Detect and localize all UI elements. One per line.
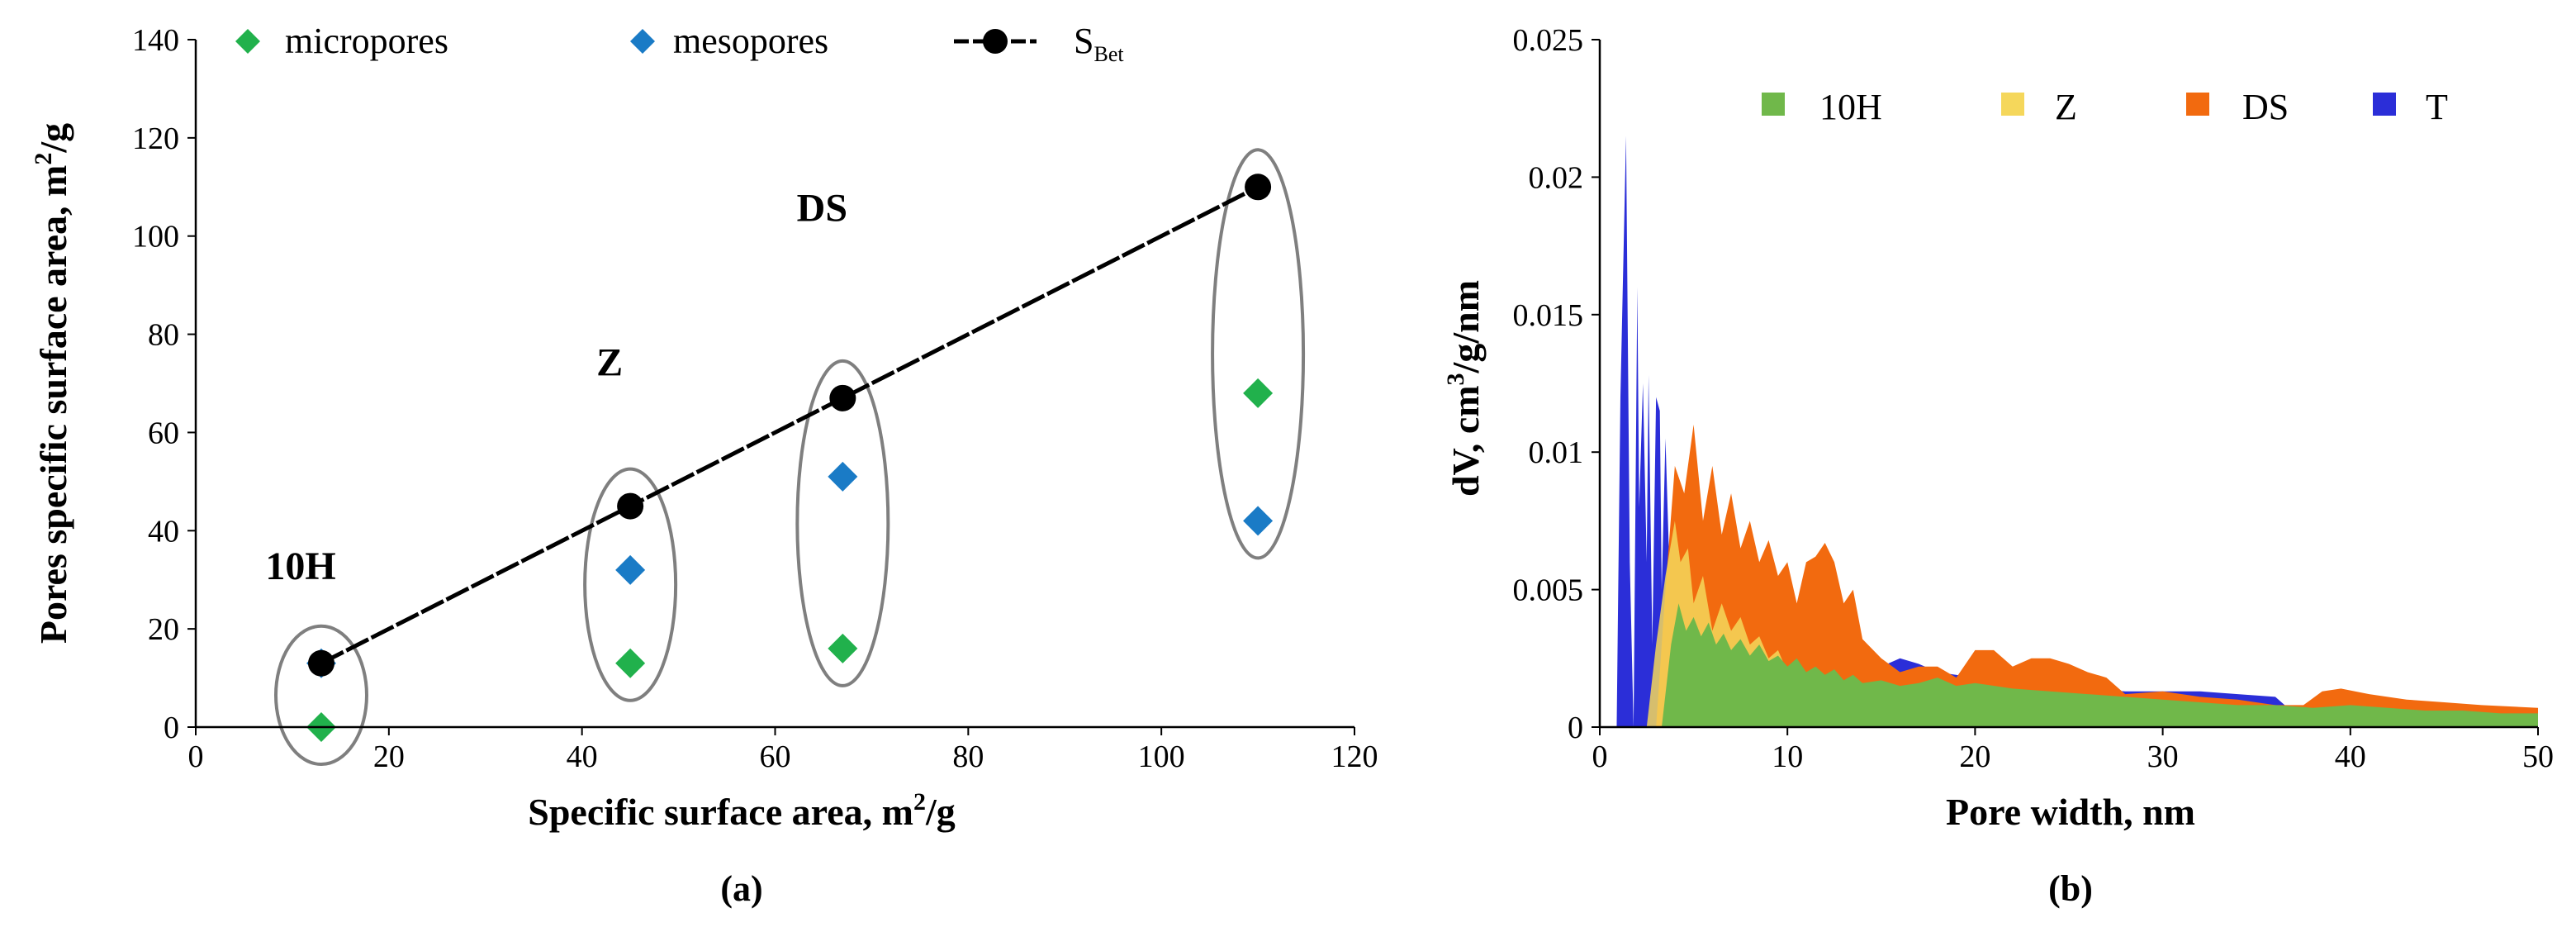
sample-group-ellipse bbox=[583, 467, 678, 702]
sample-group-ellipse bbox=[273, 624, 368, 766]
panel-b-x-tick-label: 20 bbox=[1959, 739, 1990, 774]
sbet-point bbox=[617, 492, 644, 520]
sample-group-ellipse bbox=[795, 359, 890, 687]
mesopores-point bbox=[828, 461, 858, 492]
sample-group-ellipse bbox=[1211, 148, 1306, 560]
legend-T-swatch bbox=[2373, 93, 2396, 116]
panel-a-legend: micropores mesopores SBet bbox=[235, 21, 1124, 66]
legend-sbet-label: SBet bbox=[1074, 21, 1124, 66]
panel-a-y-tick-label: 100 bbox=[132, 220, 179, 254]
panel-b: 0 10 20 30 40 50 0 0.005 0.01 0.015 0.02 0.025 10H … bbox=[1442, 23, 2554, 909]
panel-a-y-tick-label: 80 bbox=[148, 318, 179, 353]
panel-b-ticks: 0 10 20 30 40 50 0 0.005 0.01 0.015 0.02 0.025 bbox=[1513, 23, 2555, 774]
legend-Z-label: Z bbox=[2055, 87, 2077, 127]
panel-a-x-tick-label: 120 bbox=[1331, 739, 1378, 774]
legend-micropores-label: micropores bbox=[285, 21, 448, 61]
panel-a-x-tick-label: 80 bbox=[952, 739, 984, 774]
panel-b-x-axis-title: Pore width, nm bbox=[1946, 791, 2195, 833]
sample-group-label: 10H bbox=[265, 544, 335, 588]
panel-a-y-tick-label: 40 bbox=[148, 514, 179, 549]
panel-b-y-tick-label: 0 bbox=[1568, 711, 1583, 745]
legend-mesopores-marker bbox=[630, 29, 655, 54]
legend-10H-swatch bbox=[1762, 93, 1785, 116]
panel-b-areas bbox=[1616, 136, 2538, 728]
panel-a-x-tick-label: 20 bbox=[373, 739, 405, 774]
panel-a-y-axis-title: Pores specific surface area, m2/g bbox=[30, 123, 74, 644]
mesopores-point bbox=[1243, 506, 1274, 536]
panel-b-x-tick-label: 0 bbox=[1592, 739, 1608, 774]
panel-b-legend: 10H Z DS T bbox=[1762, 87, 2448, 127]
legend-DS-label: DS bbox=[2242, 87, 2289, 127]
panel-a-x-tick-label: 0 bbox=[188, 739, 204, 774]
panel-a-x-tick-label: 100 bbox=[1138, 739, 1185, 774]
legend-T-label: T bbox=[2426, 87, 2448, 127]
panel-a-label: (a) bbox=[720, 868, 762, 909]
panel-a-y-tick-label: 60 bbox=[148, 416, 179, 450]
legend-DS-swatch bbox=[2186, 93, 2209, 116]
panel-a-y-tick-label: 140 bbox=[132, 23, 179, 58]
panel-b-x-tick-label: 50 bbox=[2522, 739, 2554, 774]
panel-a-ticks: 0 20 40 60 80 100 120 0 20 40 60 80 100 120 140 bbox=[132, 23, 1378, 774]
panel-a-y-tick-label: 0 bbox=[164, 711, 179, 745]
panel-b-x-tick-label: 30 bbox=[2147, 739, 2179, 774]
sbet-point bbox=[1245, 174, 1272, 201]
panel-a-y-tick-label: 20 bbox=[148, 612, 179, 647]
panel-a-x-tick-label: 40 bbox=[567, 739, 598, 774]
sbet-point bbox=[829, 384, 856, 411]
panel-b-y-tick-label: 0.01 bbox=[1529, 435, 1584, 470]
panel-b-y-tick-label: 0.015 bbox=[1513, 298, 1584, 333]
micropores-point bbox=[615, 648, 646, 678]
panel-b-label: (b) bbox=[2048, 868, 2093, 909]
sample-group-label: DS bbox=[797, 186, 847, 230]
panel-a-y-tick-label: 120 bbox=[132, 121, 179, 156]
panel-b-y-tick-label: 0.02 bbox=[1529, 160, 1584, 195]
panel-a-x-axis-title: Specific surface area, m2/g bbox=[528, 788, 955, 833]
panel-b-y-tick-label: 0.025 bbox=[1513, 23, 1584, 58]
panel-b-x-tick-label: 40 bbox=[2335, 739, 2366, 774]
sbet-series-line bbox=[320, 185, 1260, 665]
panel-b-y-axis-title: dV, cm3/g/nm bbox=[1442, 280, 1487, 497]
panel-b-y-tick-label: 0.005 bbox=[1513, 573, 1584, 608]
mesopores-point bbox=[615, 554, 646, 585]
sample-group-label: Z bbox=[596, 340, 623, 384]
legend-mesopores-label: mesopores bbox=[673, 21, 828, 61]
sbet-point bbox=[307, 649, 334, 677]
legend-sbet-marker bbox=[983, 29, 1008, 54]
legend-micropores-marker bbox=[235, 29, 260, 54]
area-series-10H bbox=[1661, 603, 2538, 727]
panel-b-x-tick-label: 10 bbox=[1772, 739, 1803, 774]
legend-Z-swatch bbox=[2001, 93, 2024, 116]
micropores-point bbox=[828, 633, 858, 663]
panel-a-x-tick-label: 60 bbox=[760, 739, 791, 774]
legend-10H-label: 10H bbox=[1819, 87, 1882, 127]
micropores-point bbox=[1243, 378, 1274, 408]
